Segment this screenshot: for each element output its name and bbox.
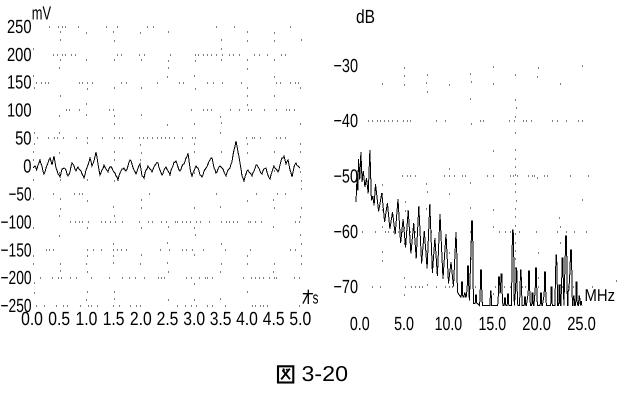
svg-text:0.0: 0.0 (350, 314, 370, 335)
svg-text:−50: −50 (334, 167, 359, 188)
svg-text:1.0: 1.0 (76, 309, 98, 330)
svg-text:s: s (313, 288, 319, 307)
svg-text:2.5: 2.5 (157, 309, 179, 330)
svg-text:0.0: 0.0 (21, 309, 43, 330)
svg-text:1.5: 1.5 (103, 309, 125, 330)
svg-text:−40: −40 (334, 111, 359, 132)
svg-text:−60: −60 (334, 222, 359, 243)
svg-text:5.0: 5.0 (394, 314, 414, 335)
svg-text:15.0: 15.0 (479, 314, 507, 335)
svg-text:200: 200 (7, 45, 32, 66)
svg-text:−30: −30 (334, 56, 359, 77)
svg-text:−200: −200 (1, 268, 32, 289)
svg-text:−150: −150 (1, 240, 32, 261)
svg-text:10.0: 10.0 (435, 314, 463, 335)
svg-text:20.0: 20.0 (522, 314, 551, 335)
svg-text:25.0: 25.0 (567, 314, 596, 335)
svg-text:100: 100 (7, 101, 32, 122)
svg-text:−250: −250 (1, 296, 32, 317)
svg-text:mV: mV (32, 4, 52, 25)
svg-text:150: 150 (7, 73, 32, 94)
svg-text:4.5: 4.5 (263, 309, 285, 330)
svg-text:−70: −70 (334, 277, 359, 298)
svg-text:3.5: 3.5 (210, 309, 232, 330)
svg-text:4.0: 4.0 (236, 309, 258, 330)
svg-text:5.0: 5.0 (289, 309, 311, 330)
svg-text:MHz: MHz (585, 286, 616, 305)
svg-text:250: 250 (7, 17, 32, 38)
svg-text:2.0: 2.0 (130, 309, 152, 330)
svg-text:0: 0 (23, 157, 31, 178)
svg-text:−100: −100 (1, 212, 32, 233)
svg-text:0.5: 0.5 (48, 309, 70, 330)
svg-text:3-20: 3-20 (302, 362, 349, 386)
svg-text:3.0: 3.0 (183, 309, 205, 330)
svg-text:50: 50 (15, 129, 31, 150)
svg-text:−50: −50 (9, 184, 32, 205)
svg-text:dB: dB (356, 7, 375, 28)
